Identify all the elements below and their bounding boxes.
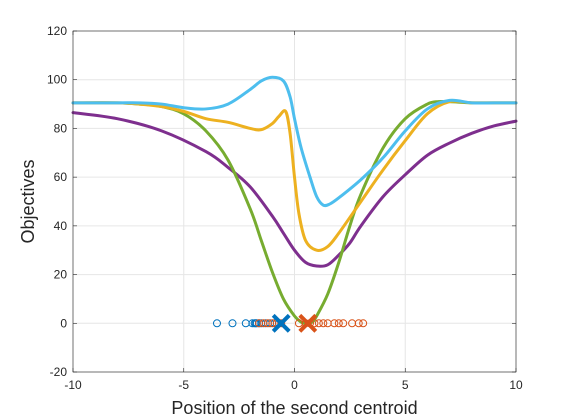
y-tick-label: 60 [54, 170, 68, 184]
x-tick-label: -5 [178, 378, 189, 392]
circle-marker-5 [314, 319, 323, 328]
y-tick-label: 40 [54, 219, 68, 233]
y-tick-label: 100 [47, 73, 67, 87]
circle-marker-5 [339, 319, 348, 328]
y-tick-label: 20 [54, 268, 68, 282]
series-line-2 [71, 99, 518, 252]
circle-marker-5 [277, 319, 286, 328]
circle-marker-5 [330, 319, 339, 328]
circle-marker-5 [334, 319, 343, 328]
circle-marker-5 [255, 319, 264, 328]
circle-marker-4 [212, 319, 221, 328]
circle-marker-4 [228, 319, 237, 328]
x-axis-label: Position of the second centroid [171, 398, 417, 418]
x-tick-label: 5 [402, 378, 409, 392]
y-tick-label: -20 [50, 365, 68, 379]
series-markers [212, 313, 368, 333]
x-marker-6 [271, 313, 291, 333]
circle-marker-5 [359, 319, 368, 328]
circle-marker-5 [259, 319, 268, 328]
series-line-0 [71, 111, 518, 268]
y-tick-label: 0 [60, 316, 67, 330]
series-line-3 [71, 75, 518, 208]
y-tick-label: 120 [47, 24, 67, 38]
x-tick-label: 10 [509, 378, 523, 392]
axis-ticks: -10 -5 0 5 10 -20 0 20 40 60 80 100 120 [47, 24, 523, 392]
circle-marker-5 [263, 319, 272, 328]
circle-marker-5 [268, 319, 277, 328]
y-axis-label: Objectives [18, 159, 38, 243]
y-tick-label: 80 [54, 121, 68, 135]
circle-marker-5 [319, 319, 328, 328]
x-tick-label: 0 [291, 378, 298, 392]
x-marker-7 [298, 313, 318, 333]
circle-marker-5 [354, 319, 363, 328]
x-tick-label: -10 [64, 378, 82, 392]
circle-marker-5 [310, 319, 319, 328]
